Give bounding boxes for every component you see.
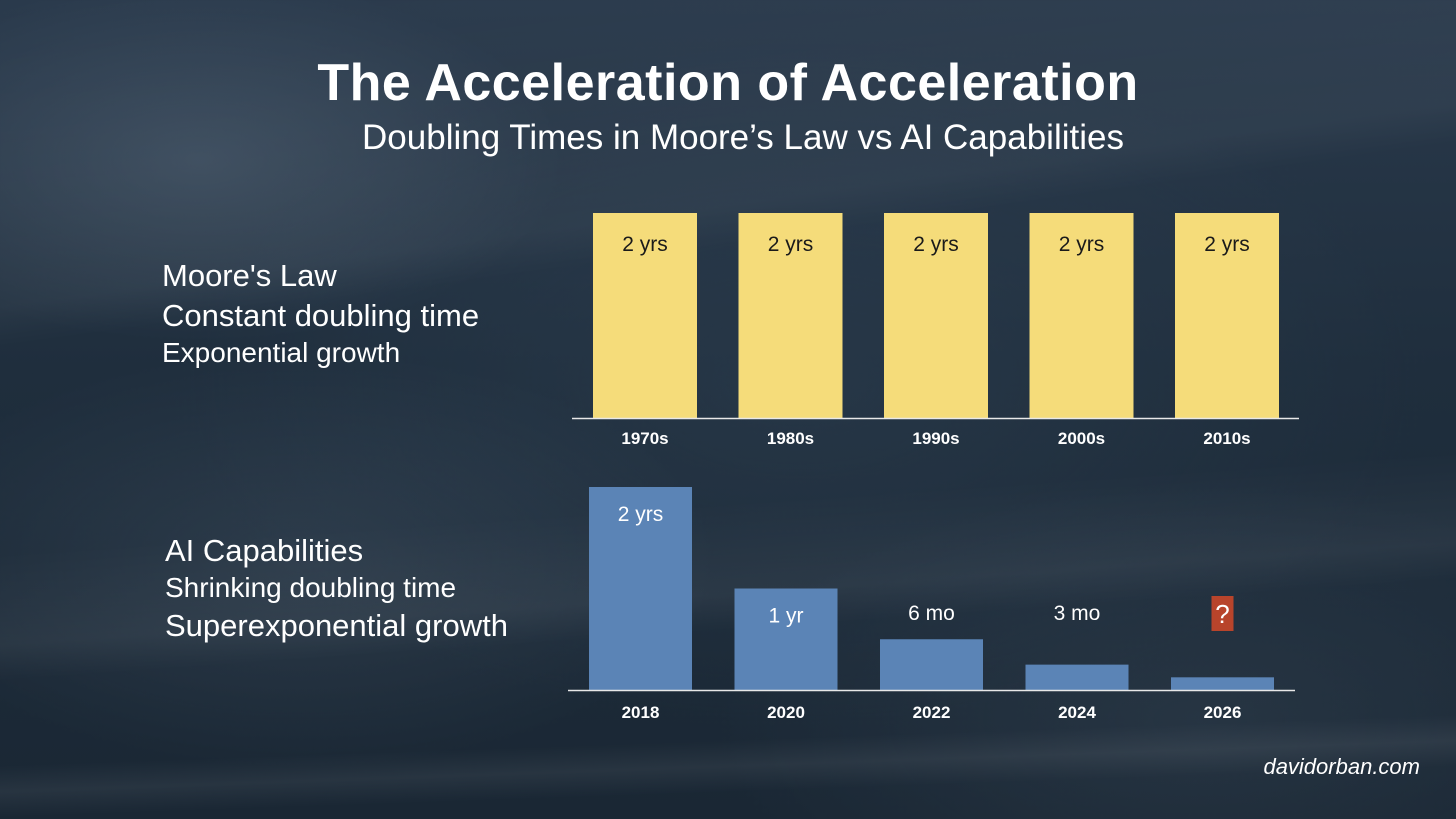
ai-capabilities-chart: 2018 2 yrs 2020 1 yr 2022 6 mo 2024 3 mo 2026? — [568, 487, 1295, 722]
watermark: davidorban.com — [1263, 754, 1420, 779]
page-subtitle: Doubling Times in Moore’s Law vs AI Capa… — [362, 118, 1124, 157]
page-title: The Acceleration of Acceleration — [317, 54, 1139, 112]
moores-law-data-label: 2 yrs — [622, 233, 668, 256]
moores-law-bar — [884, 213, 988, 418]
moores-law-data-label: 2 yrs — [1204, 233, 1250, 256]
moores-law-bar — [1175, 213, 1279, 418]
moores-law-bar — [738, 213, 843, 418]
ai-capabilities-bar — [734, 588, 838, 690]
ai-capabilities-label: AI Capabilities Shrinking doubling time … — [165, 533, 508, 646]
moores-law-tick-label: 1970s — [621, 429, 668, 448]
question-badge — [1211, 596, 1234, 631]
ai-capabilities-data-label: 3 mo — [1054, 602, 1101, 625]
moores-law-data-label: 2 yrs — [768, 233, 814, 256]
moores-law-line-2: Constant doubling time — [162, 297, 480, 333]
ai-capabilities-tick-label: 2022 — [913, 703, 951, 722]
ai-capabilities-data-label: 6 mo — [908, 602, 955, 625]
moores-law-tick-label: 2010s — [1203, 429, 1250, 448]
ai-capabilities-data-label: 1 yr — [768, 605, 803, 628]
ai-capabilities-bar — [880, 639, 983, 690]
ai-capabilities-heading: AI Capabilities — [165, 533, 364, 568]
ai-capabilities-line-3: Superexponential growth — [165, 607, 508, 643]
ai-capabilities-data-label: 2 yrs — [618, 503, 664, 526]
ai-capabilities-bar — [1025, 664, 1129, 690]
ai-capabilities-bar — [589, 487, 692, 690]
moores-law-label: Moore's Law Constant doubling time Expon… — [162, 258, 479, 373]
ai-capabilities-tick-label: 2020 — [767, 703, 805, 722]
moores-law-tick-label: 1990s — [912, 429, 959, 448]
ai-capabilities-tick-label: 2018 — [622, 703, 660, 722]
ai-capabilities-bar — [1171, 677, 1274, 690]
moores-law-line-3: Exponential growth — [162, 337, 401, 369]
ai-capabilities-tick-label: 2024 — [1058, 703, 1096, 722]
moores-law-tick-label: 1980s — [767, 429, 814, 448]
moores-law-tick-label: 2000s — [1058, 429, 1105, 448]
moores-law-data-label: 2 yrs — [1059, 233, 1105, 256]
moores-law-bar — [1029, 213, 1134, 418]
ai-capabilities-data-label: ? — [1215, 599, 1229, 629]
moores-law-chart: 1970s 2 yrs 1980s 2 yrs 1990s 2 yrs 2000s 2 yrs… — [572, 213, 1299, 448]
moores-law-heading: Moore's Law — [162, 258, 337, 293]
moores-law-data-label: 2 yrs — [913, 233, 959, 256]
ai-capabilities-tick-label: 2026 — [1204, 703, 1242, 722]
ai-capabilities-line-2: Shrinking doubling time — [165, 571, 457, 603]
moores-law-bar — [593, 213, 697, 418]
